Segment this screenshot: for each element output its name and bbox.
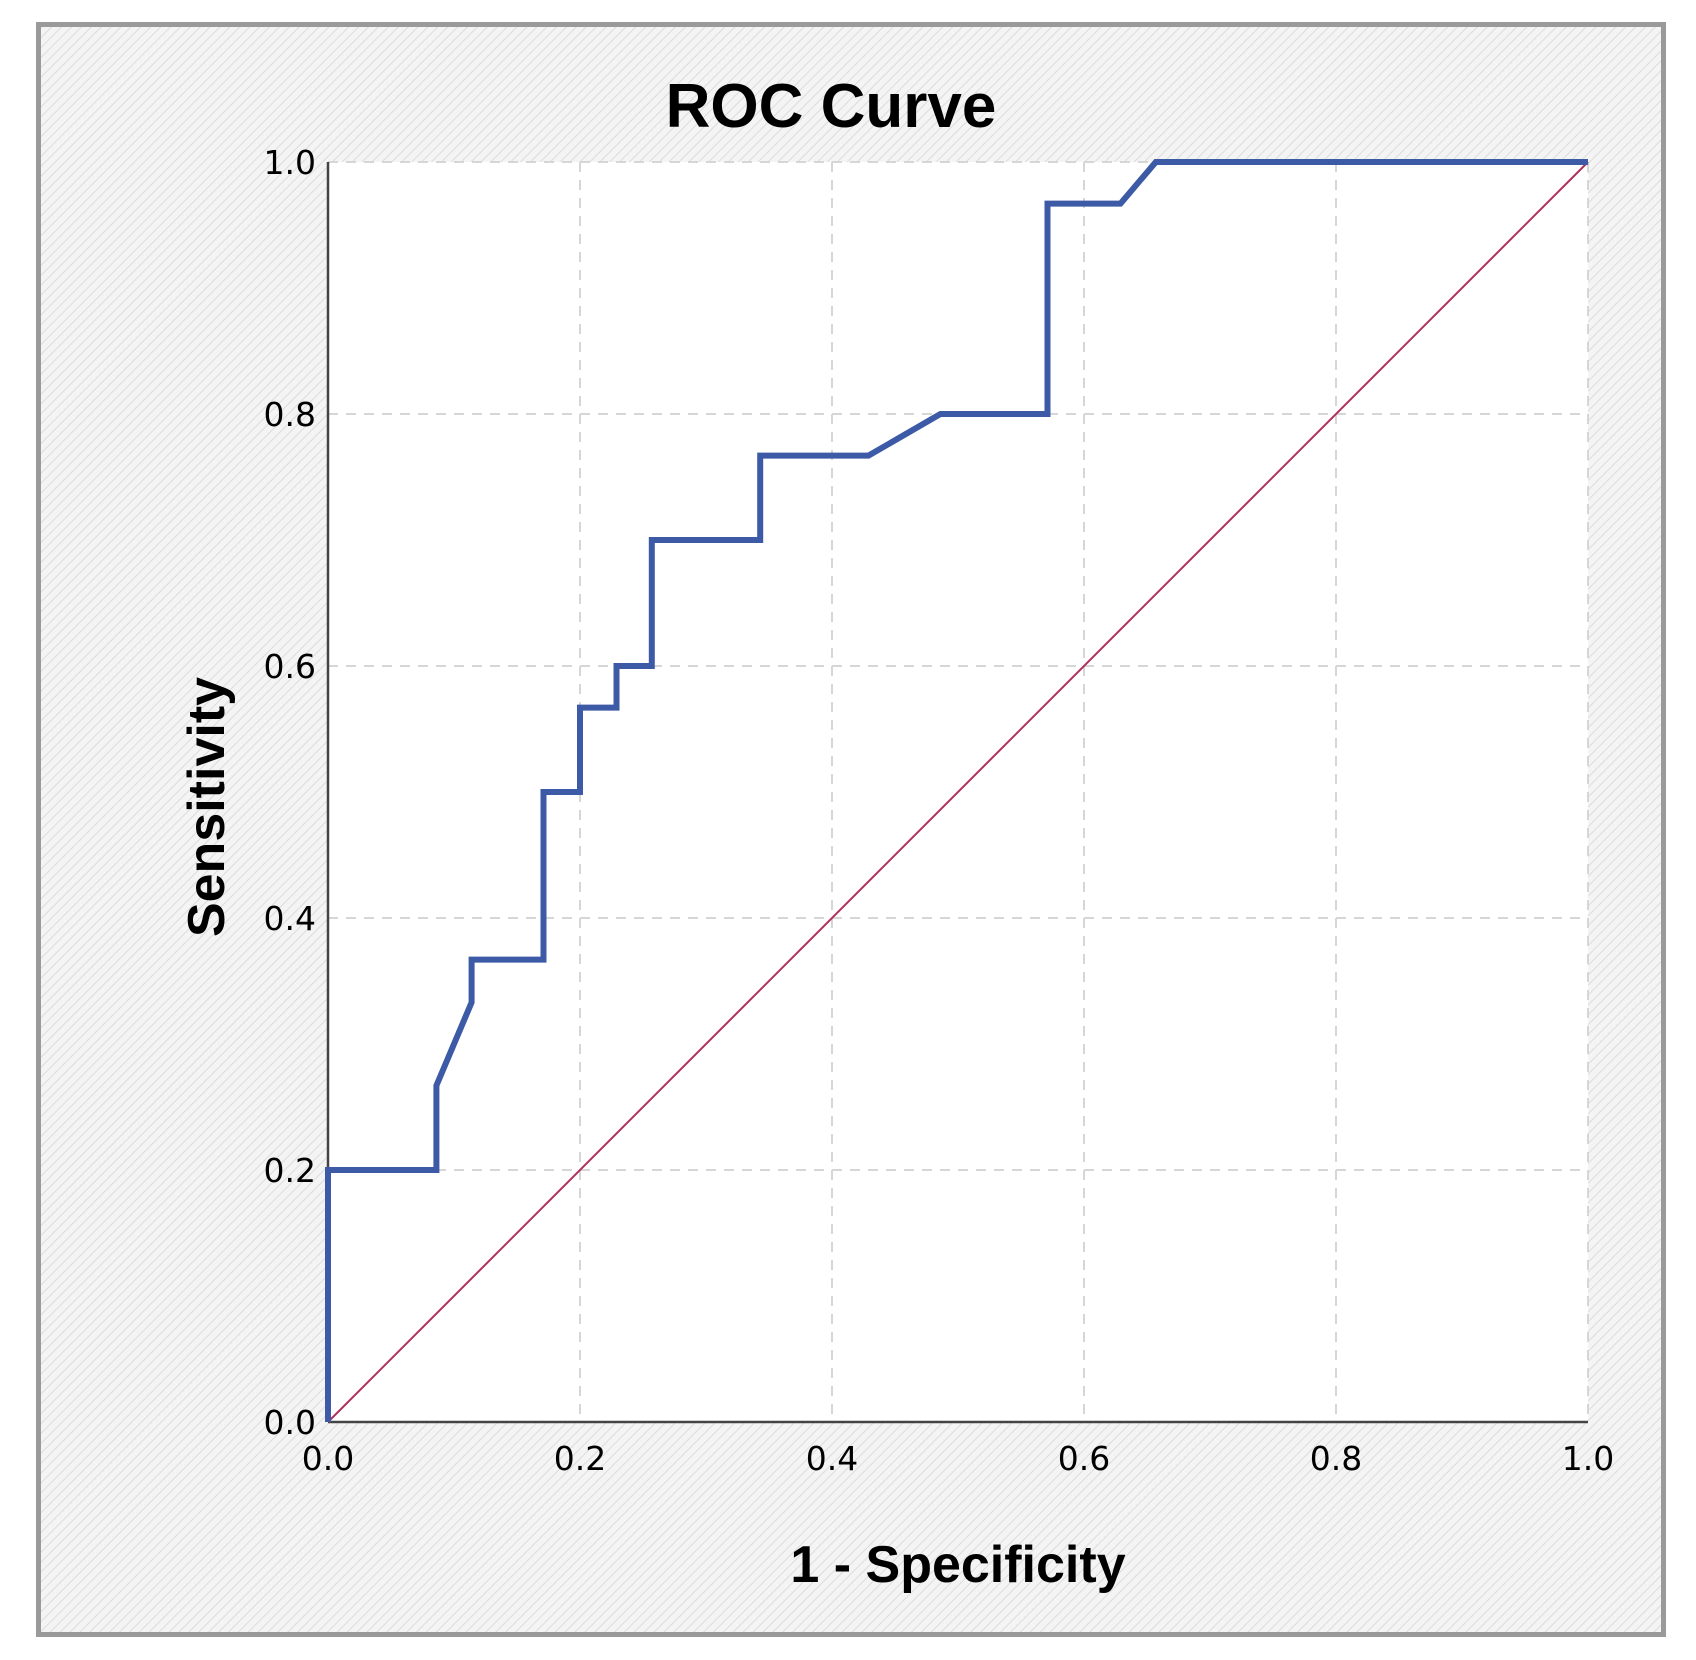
x-axis-label: 1 - Specificity (790, 1536, 1125, 1594)
x-tick-label-5: 1.0 (1562, 1439, 1614, 1478)
y-tick-label-0: 0.0 (264, 1403, 316, 1442)
y-tick-label-3: 0.6 (264, 647, 316, 686)
y-tick-label-1: 0.2 (264, 1151, 316, 1190)
chart-title: ROC Curve (666, 72, 997, 141)
y-tick-label-2: 0.4 (264, 899, 316, 938)
x-tick-label-4: 0.8 (1310, 1439, 1362, 1478)
roc-chart: 0.0 0.2 0.4 0.6 0.8 1.0 0.0 0.2 0.4 0.6 0.8 1.0 ROC… (41, 27, 1661, 1632)
series (325, 159, 1589, 1423)
x-tick-label-3: 0.6 (1058, 1439, 1110, 1478)
y-tick-label-4: 0.8 (264, 395, 316, 434)
x-tick-label-2: 0.4 (806, 1439, 858, 1478)
roc-curve-line (325, 159, 1588, 1422)
x-tick-label-1: 0.2 (554, 1439, 606, 1478)
y-tick-label-5: 1.0 (264, 143, 316, 182)
y-axis-label: Sensitivity (178, 677, 236, 937)
reference-line (327, 161, 1589, 1423)
x-tick-label-0: 0.0 (302, 1439, 354, 1478)
chart-figure: 0.0 0.2 0.4 0.6 0.8 1.0 0.0 0.2 0.4 0.6 0.8 1.0 ROC… (36, 22, 1666, 1637)
tick-labels: 0.0 0.2 0.4 0.6 0.8 1.0 0.0 0.2 0.4 0.6 0.8 1.0 (264, 143, 1615, 1478)
